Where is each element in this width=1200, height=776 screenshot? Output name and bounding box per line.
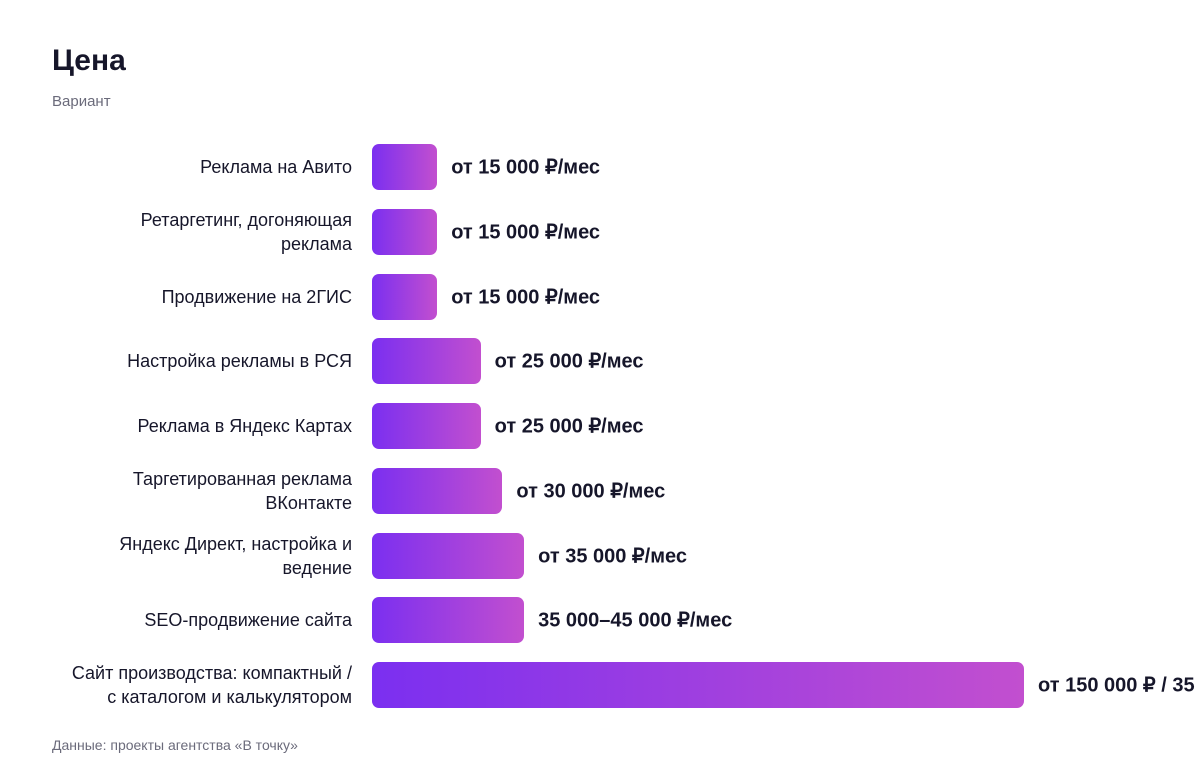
- category-label: Реклама на Авито: [200, 157, 352, 177]
- value-label: от 15 000 ₽/мес: [451, 286, 601, 308]
- category-label: SEO-продвижение сайта: [144, 610, 352, 631]
- value-label: от 15 000 ₽/мес: [451, 156, 601, 179]
- category-label: Продвижение на 2ГИС: [161, 286, 352, 307]
- category-label: Сайт производства: компактный / с катало…: [71, 663, 352, 707]
- source-note: Данные: проекты агентства «В точку»: [52, 737, 298, 753]
- chart-subtitle: Вариант: [52, 93, 111, 110]
- bar: [372, 338, 481, 385]
- category-label: Реклама в Яндекс Картах: [137, 416, 352, 436]
- value-label: от 30 000 ₽/мес: [516, 480, 666, 503]
- bar: [372, 208, 438, 255]
- bar: [372, 144, 438, 190]
- value-label: от 35 000 ₽/мес: [538, 545, 687, 567]
- category-label: Ретаргетинг, догоняющая реклама: [140, 209, 352, 254]
- bar: [372, 662, 1024, 708]
- category-label: Яндекс Директ, настройка и ведение: [119, 533, 352, 578]
- bar: [372, 532, 525, 579]
- value-label: от 15 000 ₽/мес: [451, 221, 601, 244]
- category-label: Настройка рекламы в РСЯ: [127, 351, 352, 372]
- value-label: от 150 000 ₽ / 35: [1038, 674, 1195, 697]
- bar: [372, 467, 503, 514]
- category-label: Таргетированная реклама ВКонтакте: [132, 468, 352, 513]
- bar: [372, 597, 525, 644]
- value-label: от 25 000 ₽/мес: [494, 415, 644, 438]
- value-label: 35 000–45 000 ₽/мес: [538, 609, 733, 632]
- bar: [372, 403, 481, 449]
- value-label: от 25 000 ₽/мес: [494, 350, 644, 373]
- chart-title: Цена: [52, 44, 126, 77]
- bar: [372, 273, 438, 320]
